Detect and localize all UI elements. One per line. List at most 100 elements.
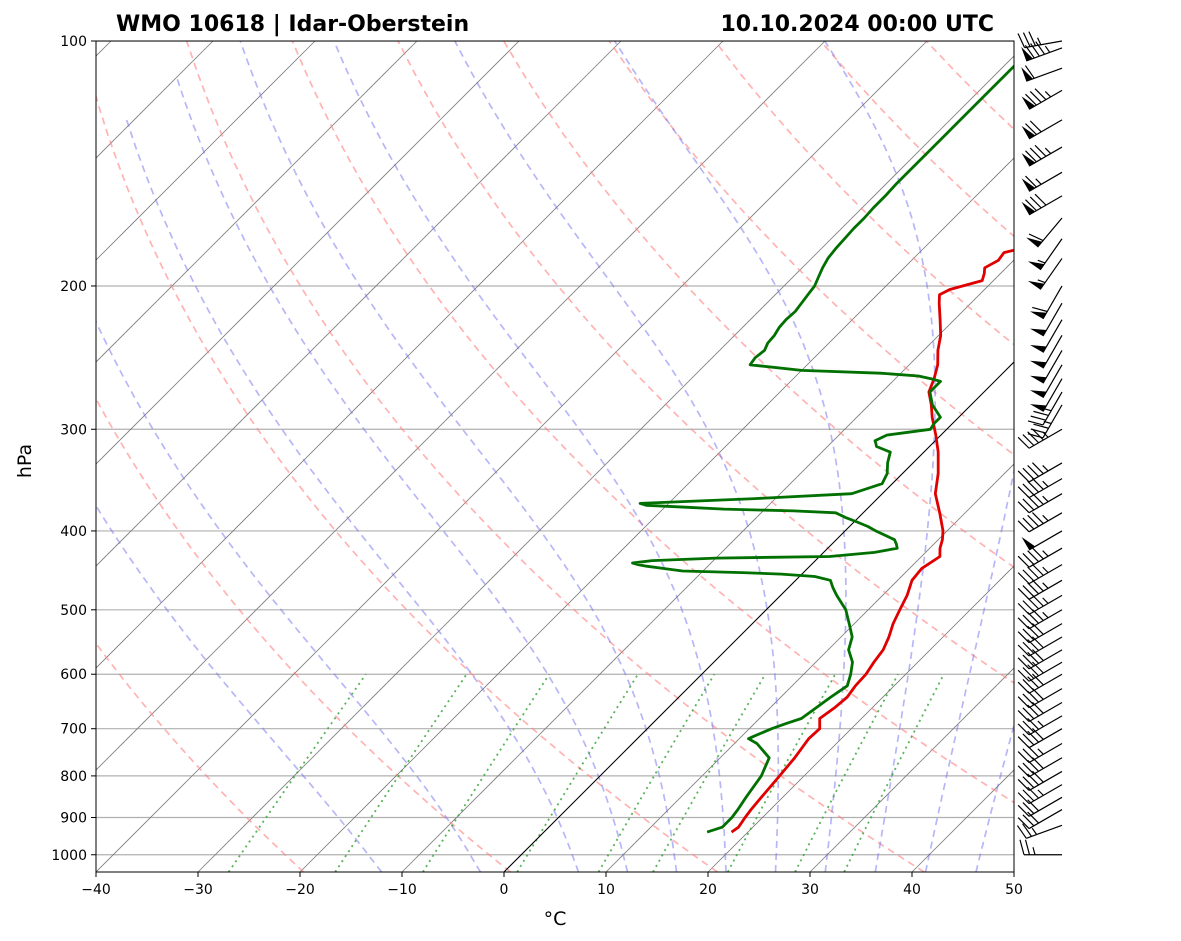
isotherm: [96, 41, 928, 872]
isotherm: [96, 41, 724, 669]
wind-barb: [1017, 728, 1063, 749]
x-tick-label: 10: [597, 882, 615, 898]
wind-barb: [1017, 493, 1063, 514]
wind-barb: [1017, 649, 1063, 670]
y-tick-label: 900: [60, 811, 87, 827]
y-tick-label: 1000: [51, 848, 87, 864]
x-tick-label: −10: [387, 882, 417, 898]
isotherm: [1013, 871, 1014, 872]
wind-barb: [1021, 530, 1063, 551]
x-axis: −40 −30 −20 −10 0 10 20 30 40 50: [81, 872, 1023, 898]
wind-barb: [1017, 757, 1063, 778]
x-tick-label: 30: [801, 882, 819, 898]
isotherm: [96, 41, 418, 363]
moist-adiabat: [613, 41, 847, 872]
wind-barb: [1017, 809, 1063, 830]
y-axis: 1000 900 800 700 600 500 400 300 200 100: [51, 34, 96, 864]
y-tick-label: 700: [60, 722, 87, 738]
wind-barb: [1021, 171, 1063, 192]
isotherm: [809, 667, 1014, 872]
wind-barb: [1017, 796, 1063, 817]
isotherm-grid: [96, 41, 1181, 872]
wind-barb: [1030, 319, 1063, 353]
wind-barb: [1027, 238, 1063, 271]
wind-barb: [1017, 594, 1063, 615]
wind-barb: [1017, 563, 1063, 585]
dewpoint-line: [631, 64, 1014, 834]
wind-barb: [1021, 144, 1063, 167]
isotherm: [401, 259, 1014, 872]
wind-barb: [1017, 784, 1063, 805]
chart-title-station: WMO 10618 | Idar-Oberstein: [116, 12, 469, 37]
wind-barb: [1017, 609, 1063, 630]
temperature-line: [730, 248, 1014, 834]
x-axis-label: °C: [544, 908, 567, 930]
zero-isotherm-line: [503, 361, 1014, 872]
y-tick-label: 200: [60, 279, 87, 295]
isotherm: [1116, 41, 1181, 872]
wind-barb: [1017, 636, 1063, 657]
moist-adiabat: [96, 504, 383, 872]
wind-barb: [1017, 770, 1063, 791]
mixing-ratio-line: [843, 673, 945, 872]
mixing-ratio-line: [516, 673, 639, 872]
wind-barb: [1017, 477, 1063, 499]
x-tick-label: 40: [903, 882, 921, 898]
wind-barb: [1017, 512, 1063, 533]
wind-barb: [1016, 823, 1063, 839]
isotherm: [197, 55, 1014, 872]
dry-adiabat: [96, 396, 512, 872]
mixing-ratio-line: [794, 673, 899, 872]
sounding-series: [631, 64, 1014, 834]
mixing-ratio-line: [652, 673, 767, 872]
y-tick-label: 400: [60, 524, 87, 540]
isobar-grid: [96, 41, 1014, 856]
moist-adiabat: [924, 466, 1014, 872]
moist-adiabat: [333, 41, 727, 872]
moist-adiabat: [96, 319, 482, 872]
y-tick-label: 800: [60, 769, 87, 785]
plot-background: [96, 41, 1014, 872]
wind-barb: [1017, 673, 1063, 694]
dry-adiabat: [291, 41, 1014, 804]
isotherm: [299, 157, 1014, 872]
wind-barb: [1026, 217, 1063, 248]
x-tick-label: 50: [1005, 882, 1023, 898]
mixing-ratio-lines: [227, 673, 945, 872]
dry-adiabat: [185, 41, 925, 872]
wind-barb: [1030, 350, 1063, 384]
dry-adiabat: [96, 642, 305, 872]
wind-barb: [1030, 335, 1063, 369]
y-tick-label: 600: [60, 667, 87, 683]
wind-barb: [1017, 715, 1063, 736]
dry-adiabat: [96, 93, 718, 872]
mixing-ratio-line: [597, 673, 716, 872]
y-tick-label: 500: [60, 603, 87, 619]
wind-barb: [1021, 193, 1063, 216]
dry-adiabat: [502, 41, 1014, 569]
moist-adiabat: [125, 119, 580, 872]
wind-barb: [1030, 285, 1063, 320]
isotherm: [605, 463, 1014, 872]
wind-barb: [1030, 302, 1063, 337]
wind-barb: [1017, 622, 1063, 644]
wind-barb: [1017, 687, 1063, 709]
y-tick-label: 300: [60, 422, 87, 438]
wind-barb: [1027, 404, 1063, 439]
x-tick-label: −40: [81, 882, 111, 898]
mixing-ratio-line: [334, 673, 468, 872]
chart-title-time: 10.10.2024 00:00 UTC: [720, 12, 994, 37]
wind-barb: [1019, 839, 1062, 856]
wind-barb: [1017, 547, 1063, 568]
x-tick-label: 0: [500, 882, 509, 898]
moist-adiabat: [454, 41, 780, 872]
wind-barb: [1021, 65, 1063, 82]
wind-barb: [1017, 661, 1063, 682]
moist-adiabat: [975, 722, 1014, 872]
wind-barb: [1021, 41, 1063, 62]
y-tick-label: 100: [60, 34, 87, 50]
x-tick-label: −30: [183, 882, 213, 898]
wind-barb: [1030, 364, 1063, 399]
wind-barb: [1021, 119, 1063, 140]
